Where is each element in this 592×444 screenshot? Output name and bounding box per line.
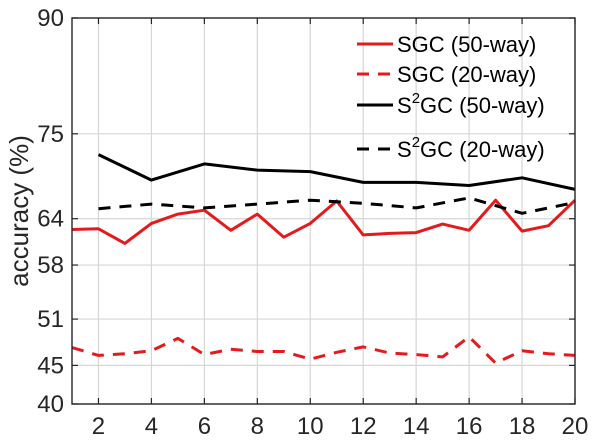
series-line-0 (71, 198, 577, 245)
x-tick-label: 6 (198, 413, 211, 440)
x-tick-label: 2 (92, 413, 105, 440)
series-line-2 (97, 153, 576, 191)
x-tick-label: 4 (145, 413, 158, 440)
x-tick-label: 12 (350, 413, 377, 440)
series-line-1 (71, 335, 576, 365)
y-tick-label: 58 (37, 252, 64, 279)
plot-border (71, 17, 576, 405)
legend-label-3: S2GC (20-way) (397, 134, 545, 162)
legend-label-1: SGC (20-way) (397, 62, 536, 87)
legend-label-2: S2GC (50-way) (397, 90, 545, 118)
legend-label-0: SGC (50-way) (397, 32, 536, 57)
x-tick-label: 16 (456, 413, 483, 440)
y-tick-label: 45 (37, 352, 64, 379)
series-layer (71, 153, 577, 365)
legend: SGC (50-way) SGC (20-way) S2GC (50-way) S2G… (357, 32, 545, 162)
x-tick-label: 20 (562, 413, 589, 440)
x-tick-label: 10 (297, 413, 324, 440)
y-tick-label: 40 (37, 391, 64, 418)
y-tick-label: 64 (37, 206, 64, 233)
series-line-3 (98, 196, 576, 215)
y-tick-label: 75 (37, 121, 64, 148)
x-tick-label: 8 (251, 413, 264, 440)
axis-ticks: 2 4 6 8 10 12 14 16 18 20 40 45 51 58 64 75 90 (37, 5, 588, 440)
y-axis-label: accuracy (%) (4, 135, 34, 287)
y-tick-label: 90 (37, 5, 64, 32)
y-tick-label: 51 (37, 306, 64, 333)
x-tick-label: 18 (509, 413, 536, 440)
x-tick-label: 14 (403, 413, 430, 440)
